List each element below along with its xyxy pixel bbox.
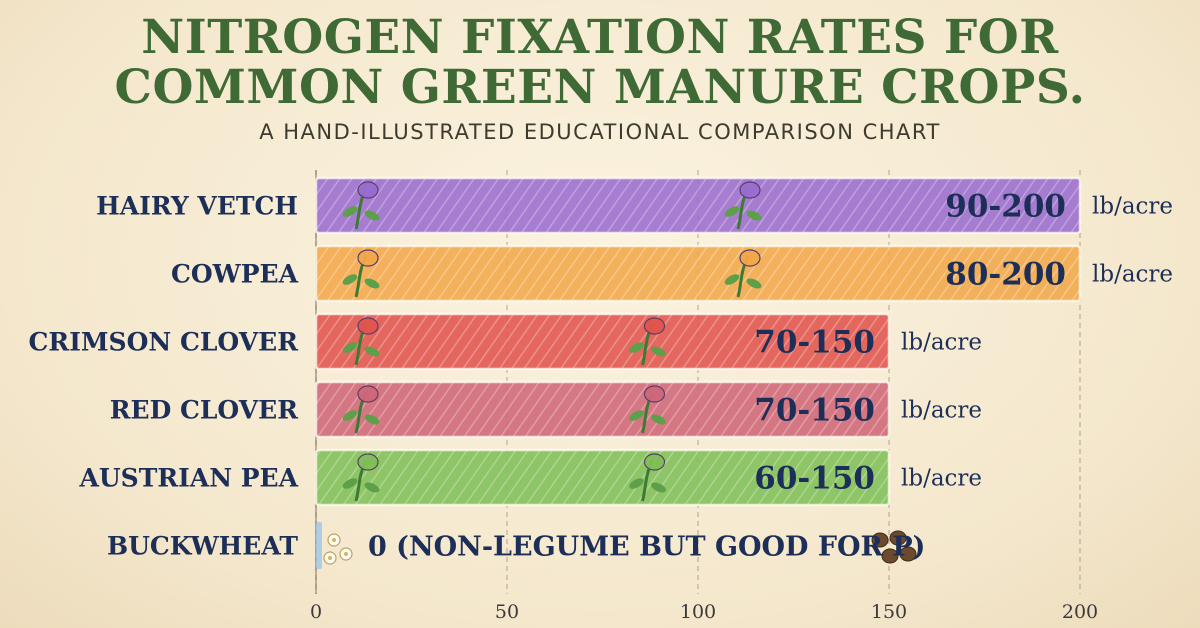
plant-illustration-mid: [724, 249, 762, 298]
bar-hatch: [316, 246, 1080, 301]
plant-leaf: [364, 346, 380, 357]
buckwheat-seed: [871, 532, 889, 548]
plant-illustration-mid: [629, 453, 666, 502]
buckwheat-seed: [889, 530, 907, 546]
category-label: AUSTRIAN PEA: [78, 464, 298, 493]
data-label: 0 (NON-LEGUME BUT GOOD FOR P): [368, 532, 925, 563]
bar-outline: [314, 448, 891, 507]
unit-label: lb/acre: [1092, 194, 1173, 220]
plant-illustration-mid: [724, 181, 762, 230]
bar-hatch: [316, 382, 889, 437]
bar: [316, 522, 322, 569]
plant-leaf: [651, 482, 666, 493]
plant-flower: [643, 385, 666, 403]
bar-hatch: [316, 450, 889, 505]
data-label: 70-150: [754, 393, 875, 429]
unit-label: lb/acre: [901, 398, 982, 424]
data-label: 90-200: [945, 189, 1066, 225]
plant-leaf: [629, 342, 644, 353]
unit-label: lb/acre: [901, 330, 982, 356]
plant-flower: [357, 181, 379, 199]
unit-label: lb/acre: [1092, 262, 1173, 288]
plant-flower: [357, 249, 379, 267]
plant-illustration-left: [342, 181, 380, 230]
plant-leaf: [364, 210, 380, 221]
plant-illustration-left: [342, 317, 380, 366]
plant-leaf: [364, 278, 380, 289]
plant-leaf: [746, 278, 762, 289]
buckwheat-blossom-center: [344, 552, 348, 556]
plant-leaf: [342, 478, 358, 489]
plant-leaf: [629, 410, 644, 421]
plant-flower: [357, 453, 379, 471]
chart-subtitle: A HAND-ILLUSTRATED EDUCATIONAL COMPARISO…: [259, 120, 941, 144]
category-label: CRIMSON CLOVER: [29, 328, 299, 357]
buckwheat-blossom-center: [328, 556, 332, 560]
x-tick-label: 200: [1062, 601, 1098, 623]
category-label: RED CLOVER: [110, 396, 298, 425]
plant-leaf: [651, 414, 666, 425]
x-tick-label: 0: [310, 601, 322, 623]
plant-leaf: [651, 346, 666, 357]
buckwheat-flower-illustration: [323, 533, 353, 565]
plant-leaf: [746, 210, 762, 221]
buckwheat-seed: [899, 546, 917, 562]
x-tick-label: 150: [871, 601, 907, 623]
plant-leaf: [724, 206, 740, 217]
plant-flower: [643, 453, 666, 471]
bar-hatch: [316, 314, 889, 369]
bar-outline: [314, 244, 1082, 303]
x-tick-label: 50: [495, 601, 519, 623]
unit-label: lb/acre: [901, 466, 982, 492]
category-label: COWPEA: [171, 260, 299, 289]
plant-leaf: [342, 274, 358, 285]
plant-flower: [357, 385, 379, 403]
chart-title-line-1: NITROGEN FIXATION RATES FOR: [141, 10, 1059, 65]
plant-illustration-left: [342, 249, 380, 298]
plant-leaf: [342, 342, 358, 353]
plant-leaf: [364, 482, 380, 493]
plant-leaf: [364, 414, 380, 425]
plant-leaf: [629, 478, 644, 489]
bar-outline: [314, 176, 1082, 235]
data-label: 60-150: [754, 461, 875, 497]
plant-flower: [739, 249, 761, 267]
buckwheat-seed: [881, 548, 899, 564]
bar-outline: [314, 380, 891, 439]
data-label: 80-200: [945, 257, 1066, 293]
buckwheat-seeds-illustration: [871, 530, 917, 564]
data-label: 70-150: [754, 325, 875, 361]
category-label: BUCKWHEAT: [107, 532, 298, 561]
x-tick-label: 100: [680, 601, 716, 623]
bar-hatch: [316, 178, 1080, 233]
plant-leaf: [342, 206, 358, 217]
plant-illustration-mid: [629, 385, 666, 434]
plant-flower: [739, 181, 761, 199]
plant-leaf: [724, 274, 740, 285]
bar-outline: [314, 312, 891, 371]
category-label: HAIRY VETCH: [96, 192, 298, 221]
plant-illustration-mid: [629, 317, 666, 366]
plant-illustration-left: [342, 385, 380, 434]
plant-flower: [357, 317, 379, 335]
plant-illustration-left: [342, 453, 380, 502]
buckwheat-blossom-center: [332, 538, 336, 542]
chart-title-line-2: COMMON GREEN MANURE CROPS.: [114, 60, 1086, 115]
plant-leaf: [342, 410, 358, 421]
plant-flower: [643, 317, 666, 335]
